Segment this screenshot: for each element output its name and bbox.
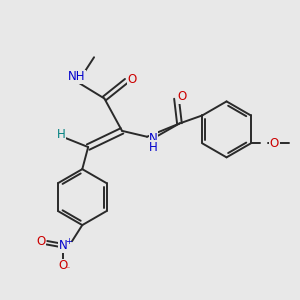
Text: O: O [36,236,46,248]
Text: NH: NH [68,70,85,83]
Text: N: N [59,239,68,252]
Text: H: H [149,141,158,154]
Text: H: H [56,128,65,141]
Text: O: O [270,137,279,150]
Text: O: O [178,91,187,103]
Text: O: O [128,73,137,86]
Text: N: N [149,132,158,145]
Text: ⁻: ⁻ [65,265,70,274]
Text: O: O [58,259,68,272]
Text: +: + [65,237,72,246]
